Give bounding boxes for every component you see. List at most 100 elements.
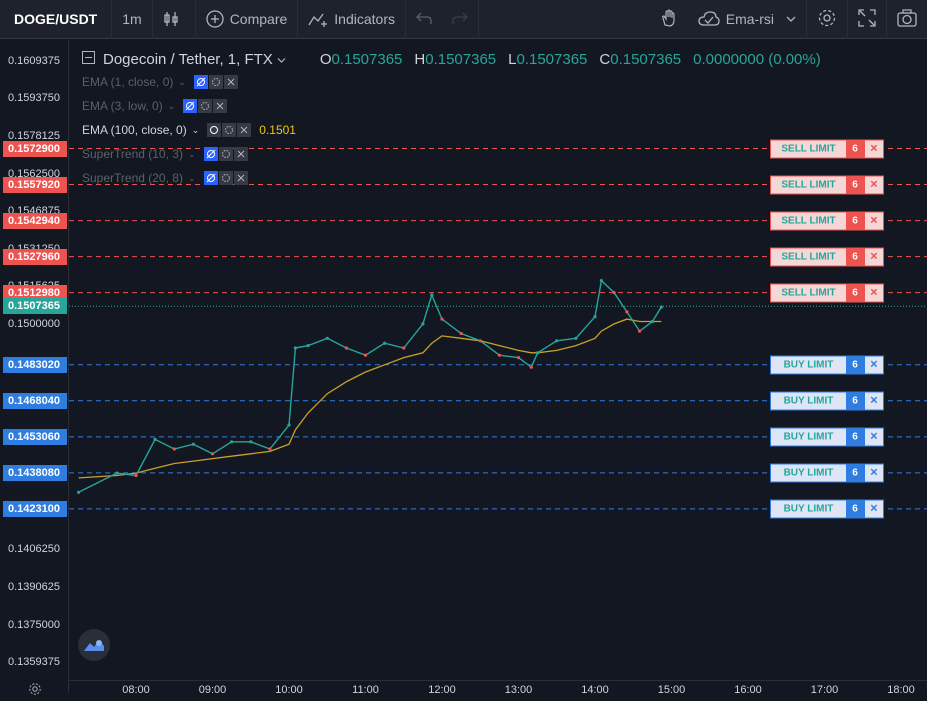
order-quantity[interactable]: 6 <box>846 247 864 267</box>
order-quantity[interactable]: 6 <box>846 175 864 195</box>
gear-icon[interactable] <box>208 75 223 89</box>
time-tick-label: 16:00 <box>734 684 762 696</box>
order-quantity[interactable]: 6 <box>846 427 864 447</box>
buy-limit-order[interactable]: BUY LIMIT 6 ✕ <box>770 355 884 375</box>
visibility-icon[interactable] <box>203 171 218 185</box>
close-icon[interactable]: ✕ <box>864 355 884 375</box>
symbol-title[interactable]: Dogecoin / Tether, 1, FTX <box>103 50 273 68</box>
gear-icon[interactable] <box>218 147 233 161</box>
indicator-value: 0.1501 <box>259 123 296 137</box>
buy-limit-order[interactable]: BUY LIMIT 6 ✕ <box>770 427 884 447</box>
close-icon[interactable]: ✕ <box>864 211 884 231</box>
indicator-label[interactable]: EMA (1, close, 0) <box>82 75 174 89</box>
buy-limit-order[interactable]: BUY LIMIT 6 ✕ <box>770 463 884 483</box>
sell-limit-order[interactable]: SELL LIMIT 6 ✕ <box>770 175 884 195</box>
close-icon[interactable] <box>233 147 248 161</box>
close-icon[interactable] <box>213 99 228 113</box>
order-label[interactable]: BUY LIMIT <box>770 355 846 375</box>
order-label[interactable]: SELL LIMIT <box>770 139 846 158</box>
indicator-row[interactable]: EMA (100, close, 0) ⌄ 0.1501 <box>82 118 821 142</box>
price-point <box>268 447 272 451</box>
indicator-row[interactable]: SuperTrend (20, 8) ⌄ <box>82 166 821 190</box>
order-label[interactable]: SELL LIMIT <box>770 175 846 195</box>
sell-limit-order[interactable]: SELL LIMIT 6 ✕ <box>770 211 884 231</box>
price-point <box>210 452 215 456</box>
order-quantity[interactable]: 6 <box>846 391 864 411</box>
indicator-label[interactable]: EMA (100, close, 0) <box>82 123 187 137</box>
sell-limit-order[interactable]: SELL LIMIT 6 ✕ <box>770 247 884 267</box>
price-point <box>325 336 329 340</box>
order-label[interactable]: BUY LIMIT <box>770 427 846 447</box>
close-icon[interactable]: ✕ <box>864 247 884 267</box>
ohlc-high: H0.1507365 <box>414 50 497 68</box>
close-icon[interactable] <box>237 123 252 137</box>
chevron-down-icon[interactable]: ⌄ <box>187 148 196 159</box>
order-label[interactable]: SELL LIMIT <box>770 211 846 231</box>
buy-limit-order[interactable]: BUY LIMIT 6 ✕ <box>770 499 884 519</box>
chevron-down-icon[interactable]: ⌄ <box>187 172 196 183</box>
order-label[interactable]: BUY LIMIT <box>770 391 846 411</box>
indicator-row[interactable]: SuperTrend (10, 3) ⌄ <box>82 142 821 166</box>
order-quantity[interactable]: 6 <box>846 355 864 375</box>
symbol-search-button[interactable]: DOGE/USDT <box>0 0 113 39</box>
indicator-row[interactable]: EMA (1, close, 0) ⌄ <box>82 70 821 94</box>
order-label[interactable]: BUY LIMIT <box>770 463 846 483</box>
template-button[interactable]: Ema-rsi <box>688 0 807 39</box>
time-tick-label: 17:00 <box>810 684 839 696</box>
close-icon[interactable]: ✕ <box>864 283 884 303</box>
price-axis[interactable]: 0.1609375 0.1593750 0.1578125 0.1562500 0.15… <box>0 40 69 693</box>
settings-button[interactable] <box>807 0 848 39</box>
collapse-icon[interactable] <box>82 50 95 68</box>
chart-style-button[interactable] <box>153 0 196 39</box>
order-quantity[interactable]: 6 <box>846 211 864 231</box>
visibility-icon[interactable] <box>203 147 218 161</box>
indicator-label[interactable]: SuperTrend (20, 8) <box>82 171 183 185</box>
gear-icon[interactable] <box>222 123 237 137</box>
axis-settings-icon[interactable] <box>28 682 42 701</box>
close-icon[interactable]: ✕ <box>864 391 884 411</box>
redo-button[interactable] <box>442 0 479 39</box>
order-label[interactable]: BUY LIMIT <box>770 499 846 519</box>
chevron-down-icon[interactable]: ⌄ <box>191 124 200 135</box>
compare-button[interactable]: Compare <box>196 0 299 39</box>
buy-limit-order[interactable]: BUY LIMIT 6 ✕ <box>770 391 884 411</box>
gear-icon[interactable] <box>198 99 213 113</box>
visibility-icon[interactable] <box>207 123 222 137</box>
close-icon[interactable] <box>223 75 238 89</box>
fullscreen-button[interactable] <box>848 0 887 39</box>
screenshot-button[interactable] <box>887 0 927 39</box>
price-tick-label: 0.1562500 <box>8 167 60 180</box>
time-axis[interactable]: 08:00 09:00 10:00 11:00 12:00 13:00 14:00 15:00… <box>69 680 927 696</box>
gear-icon[interactable] <box>218 171 233 185</box>
close-icon[interactable]: ✕ <box>864 139 884 158</box>
order-quantity[interactable]: 6 <box>846 499 864 519</box>
order-label[interactable]: SELL LIMIT <box>770 283 846 303</box>
chevron-down-icon[interactable]: ⌄ <box>167 100 176 111</box>
order-quantity[interactable]: 6 <box>846 139 864 158</box>
close-icon[interactable]: ✕ <box>864 427 884 447</box>
indicator-row[interactable]: EMA (3, low, 0) ⌄ <box>82 94 821 118</box>
drag-mode-button[interactable] <box>650 0 688 39</box>
visibility-icon[interactable] <box>183 99 198 113</box>
undo-button[interactable] <box>406 0 442 39</box>
indicators-button[interactable]: Indicators <box>298 0 406 39</box>
chevron-down-icon[interactable]: ⌄ <box>178 76 186 87</box>
interval-button[interactable]: 1m <box>112 0 153 39</box>
order-quantity[interactable]: 6 <box>846 283 864 303</box>
close-icon[interactable]: ✕ <box>864 463 884 483</box>
indicator-label[interactable]: SuperTrend (10, 3) <box>82 147 183 161</box>
sell-limit-order[interactable]: SELL LIMIT 6 ✕ <box>770 283 884 303</box>
visibility-icon[interactable] <box>193 75 208 89</box>
price-tick-label: 0.1359375 <box>8 656 60 669</box>
sell-limit-order[interactable]: SELL LIMIT 6 ✕ <box>770 139 884 158</box>
order-label[interactable]: SELL LIMIT <box>770 247 846 267</box>
close-icon[interactable] <box>233 171 248 185</box>
order-quantity[interactable]: 6 <box>846 463 864 483</box>
close-icon[interactable]: ✕ <box>864 499 884 519</box>
tradingview-logo[interactable] <box>78 629 110 661</box>
indicator-label[interactable]: EMA (3, low, 0) <box>82 99 163 113</box>
chevron-down-icon[interactable] <box>277 51 286 68</box>
interval-label: 1m <box>122 11 142 27</box>
close-icon[interactable]: ✕ <box>864 175 884 195</box>
time-tick-label: 10:00 <box>275 684 303 696</box>
